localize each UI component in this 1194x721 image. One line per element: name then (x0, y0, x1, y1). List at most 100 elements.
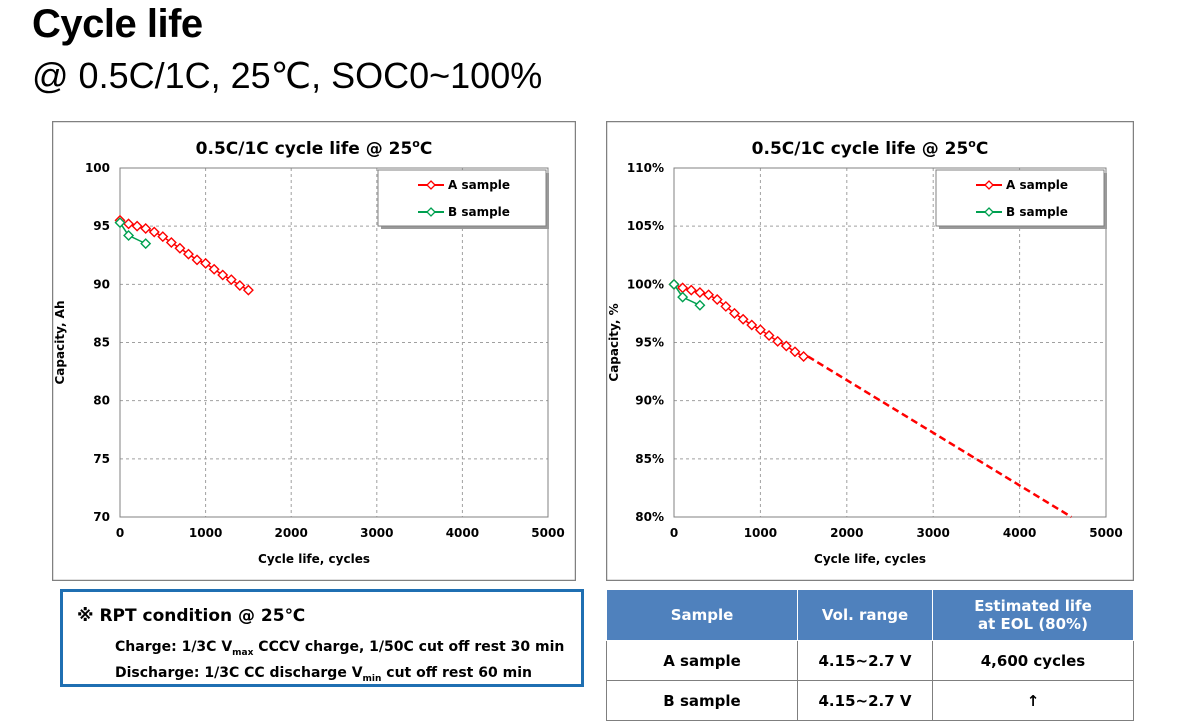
table-header-row: Sample Vol. range Estimated life at EOL … (606, 589, 1134, 641)
header-estimated-life: Estimated life at EOL (80%) (932, 589, 1134, 641)
series-point (234, 280, 246, 291)
chart-title-sup: o (412, 137, 420, 150)
cell-estimated-life: 4,600 cycles (932, 640, 1134, 681)
header-vol-range: Vol. range (797, 589, 933, 641)
header-estimated-life-line1: Estimated life (974, 597, 1092, 615)
x-tick-label: 2000 (830, 526, 863, 540)
series-point (200, 257, 212, 269)
y-tick-label: 90% (635, 394, 664, 408)
x-axis-label: Cycle life, cycles (258, 552, 370, 566)
rpt-charge-pre: Charge: 1/3C V (115, 639, 233, 655)
x-tick-label: 4000 (1003, 526, 1036, 540)
y-tick-label: 95% (635, 336, 664, 350)
x-tick-label: 0 (116, 526, 124, 540)
legend-label: A sample (448, 178, 510, 192)
rpt-discharge-pre: Discharge: 1/3C CC discharge V (115, 665, 363, 681)
cell-vol-range: 4.15~2.7 V (797, 680, 933, 721)
rpt-charge-post: CCCV charge, 1/50C cut off rest 30 min (253, 639, 565, 655)
y-axis-label: Capacity, Ah (53, 300, 67, 384)
series-point (694, 299, 706, 311)
rpt-discharge-sub: min (362, 673, 382, 684)
y-tick-label: 100% (627, 277, 664, 291)
y-tick-label: 75 (93, 452, 110, 466)
series-point (123, 229, 135, 241)
y-tick-label: 90 (93, 277, 110, 291)
y-tick-label: 80 (93, 394, 110, 408)
series-point (225, 274, 237, 286)
legend-box (377, 169, 547, 227)
x-tick-label: 4000 (446, 526, 479, 540)
rpt-charge-line: Charge: 1/3C Vmax CCCV charge, 1/50C cut… (115, 639, 564, 658)
legend-marker (984, 180, 994, 190)
legend-label: B sample (1006, 205, 1068, 219)
series-point (685, 284, 697, 296)
x-tick-label: 5000 (531, 526, 564, 540)
rpt-condition-box: ※ RPT condition @ 25℃ Charge: 1/3C Vmax … (60, 589, 584, 687)
x-tick-label: 0 (670, 526, 678, 540)
series-point (763, 330, 775, 342)
series-point (208, 263, 220, 275)
rpt-discharge-line: Discharge: 1/3C CC discharge Vmin cut of… (115, 665, 532, 684)
series-point (140, 223, 152, 234)
legend-label: A sample (1006, 178, 1068, 192)
series-point (789, 346, 801, 358)
series-point (123, 218, 135, 230)
x-tick-label: 3000 (916, 526, 949, 540)
series-point (182, 248, 194, 260)
series-point (720, 300, 732, 312)
capacity-percent-chart: 0.5C/1C cycle life @ 25oC 0 1000 2000 3000 40… (606, 121, 1134, 581)
series-point (217, 269, 229, 281)
rpt-charge-sub: max (232, 647, 254, 658)
y-tick-label: 85 (93, 336, 110, 350)
series-point (140, 238, 152, 250)
chart-title-sup: o (968, 137, 976, 150)
plot-area (119, 167, 549, 518)
series-point (677, 291, 689, 303)
legend: A sample B sample (935, 169, 1107, 229)
legend-box (935, 169, 1105, 227)
page-subtitle: @ 0.5C/1C, 25℃, SOC0~100% (32, 55, 543, 96)
series-point (191, 254, 203, 266)
y-tick-label: 85% (635, 452, 664, 466)
x-tick-label: 1000 (744, 526, 777, 540)
series-point (242, 284, 254, 296)
x-tick-label: 1000 (189, 526, 222, 540)
legend: A sample B sample (377, 169, 549, 229)
cell-vol-range: 4.15~2.7 V (797, 640, 933, 681)
series-point (772, 335, 784, 347)
plot-area (673, 167, 1107, 518)
table-row: B sample 4.15~2.7 V ↑ (606, 680, 1134, 721)
cell-sample: A sample (606, 640, 798, 681)
chart-title: 0.5C/1C cycle life @ 25oC (752, 137, 989, 159)
series-point (703, 289, 715, 301)
y-tick-label: 110% (627, 161, 664, 175)
legend-marker (984, 207, 994, 217)
y-tick-label: 100 (85, 161, 110, 175)
series-point (148, 226, 160, 238)
series-point (114, 217, 126, 229)
chart-title-suffix: C (420, 139, 432, 159)
y-tick-label: 80% (635, 510, 664, 524)
series-point (157, 231, 169, 243)
y-tick-label: 70 (93, 510, 110, 524)
rpt-title: ※ RPT condition @ 25℃ (77, 606, 306, 626)
legend-marker (426, 207, 436, 217)
x-tick-label: 3000 (360, 526, 393, 540)
y-axis-label: Capacity, % (607, 303, 621, 381)
chart-title: 0.5C/1C cycle life @ 25oC (196, 137, 433, 159)
series-point (174, 242, 186, 254)
series-point (728, 307, 740, 319)
series-point (780, 340, 792, 352)
header-sample: Sample (606, 589, 798, 641)
cell-estimated-life: ↑ (932, 680, 1134, 721)
series-point (798, 350, 810, 362)
series-point (165, 236, 177, 248)
table-row: A sample 4.15~2.7 V 4,600 cycles (606, 640, 1134, 681)
series-point (746, 319, 758, 331)
series-point (131, 220, 143, 232)
x-tick-label: 2000 (274, 526, 307, 540)
series-point (694, 286, 706, 298)
x-axis-label: Cycle life, cycles (814, 552, 926, 566)
legend-marker (426, 180, 436, 190)
header-estimated-life-line2: at EOL (80%) (978, 615, 1088, 633)
